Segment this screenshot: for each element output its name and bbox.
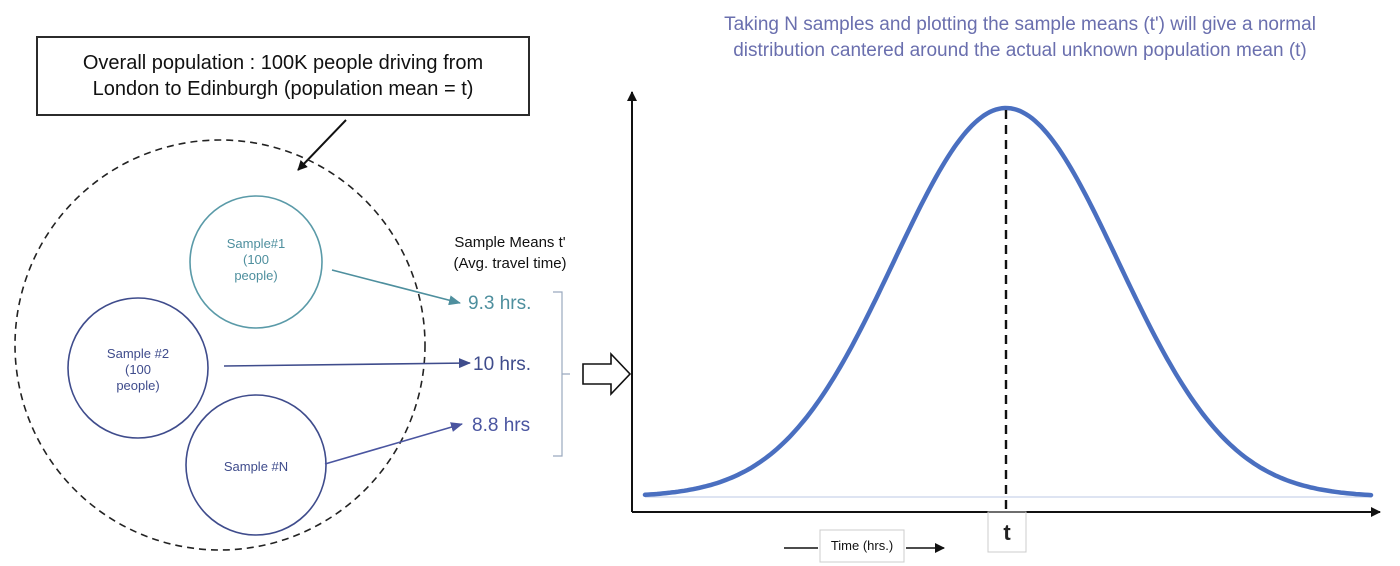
population-pointer-arrow xyxy=(297,119,347,171)
sample-means-header-line-2: (Avg. travel time) xyxy=(453,255,567,272)
sample-2-arrow xyxy=(223,358,471,369)
chart-heading-line-2: distribution cantered around the actual … xyxy=(733,40,1307,61)
sample-2-label-line-2: (100 xyxy=(124,362,152,377)
population-box: Overall population : 100K people driving… xyxy=(36,36,530,116)
sample-2-circle xyxy=(67,297,209,439)
mean-t-label: t xyxy=(1003,520,1011,545)
sample-1-circle xyxy=(189,195,323,329)
sample-1-arrow xyxy=(331,269,461,306)
sample-n-circle xyxy=(185,394,327,536)
mean-value-1: 9.3 hrs. xyxy=(468,293,532,314)
bell-curve xyxy=(642,105,1374,498)
population-box-line-2: London to Edinburgh (population mean = t… xyxy=(92,78,474,100)
sample-means-header: Sample Means t' (Avg. travel time) xyxy=(430,232,590,274)
sample-means-header-line-1: Sample Means t' xyxy=(454,234,566,251)
sample-1-label: Sample#1 (100 people) xyxy=(206,236,306,284)
block-arrow xyxy=(582,351,632,397)
sample-2-label: Sample #2 (100 people) xyxy=(88,346,188,394)
time-label-box xyxy=(819,529,905,563)
sample-n-label: Sample #N xyxy=(206,459,306,475)
sample-1-label-line-3: people) xyxy=(234,268,278,283)
means-bracket xyxy=(553,291,570,457)
sample-2-label-line-3: people) xyxy=(116,378,160,393)
sample-1-label-line-1: Sample#1 xyxy=(226,236,286,251)
sample-2-label-line-1: Sample #2 xyxy=(106,346,170,361)
sample-n-label-line-1: Sample #N xyxy=(223,459,289,474)
sample-1-label-line-2: (100 xyxy=(242,252,270,267)
chart-heading: Taking N samples and plotting the sample… xyxy=(640,12,1400,64)
mean-value-3: 8.8 hrs xyxy=(472,415,531,436)
sample-n-arrow xyxy=(324,422,463,465)
t-label-box xyxy=(987,511,1027,553)
population-circle xyxy=(14,139,426,551)
x-axis-label: Time (hrs.) xyxy=(830,538,894,553)
chart-heading-line-1: Taking N samples and plotting the sample… xyxy=(724,14,1316,35)
population-box-line-1: Overall population : 100K people driving… xyxy=(82,52,484,74)
mean-value-2: 10 hrs. xyxy=(473,354,532,375)
